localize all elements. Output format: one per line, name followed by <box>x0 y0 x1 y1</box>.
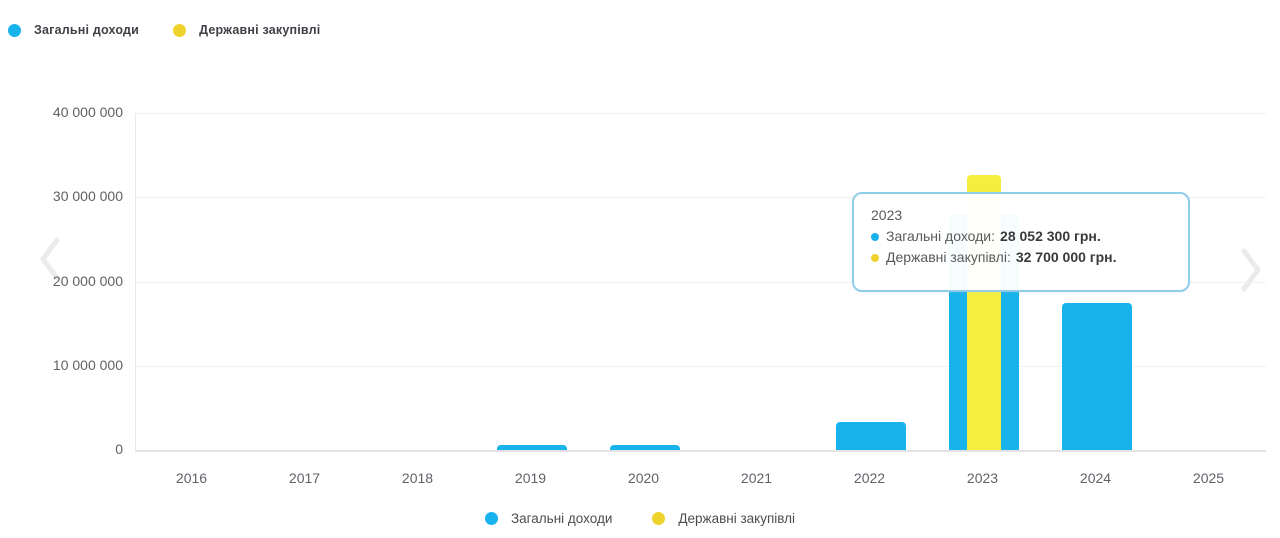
y-axis-label: 30 000 000 <box>52 188 123 205</box>
prev-arrow-icon[interactable] <box>36 235 64 283</box>
legend-top: Загальні доходи Державні закупівлі <box>8 23 320 37</box>
legend-item-total-income[interactable]: Загальні доходи <box>484 511 613 526</box>
y-axis-label: 0 <box>115 441 123 457</box>
x-axis-label-2023: 2023 <box>966 470 999 486</box>
bar-2024-income[interactable] <box>1061 303 1132 450</box>
gridline <box>136 197 1266 199</box>
x-axis-label-2021: 2021 <box>740 470 773 486</box>
tooltip-row-value: 28 052 300 грн. <box>1000 228 1101 244</box>
tooltip-row-label: Державні закупівлі: <box>886 249 1011 265</box>
legend-label: Загальні доходи <box>510 511 613 526</box>
x-axis-label-2017: 2017 <box>288 470 321 486</box>
bar-2022-income[interactable] <box>835 422 906 450</box>
tooltip-title: 2023 <box>871 207 903 223</box>
legend-item-total-income[interactable]: Загальні доходи <box>8 23 139 37</box>
income-series-dot-icon <box>871 232 879 241</box>
x-axis-label-2020: 2020 <box>627 470 660 486</box>
x-axis-label-2018: 2018 <box>401 470 434 486</box>
procurement-series-dot-icon <box>871 253 879 262</box>
legend-label: Загальні доходи <box>34 23 140 37</box>
legend-item-procurement[interactable]: Державні закупівлі <box>652 511 795 526</box>
bar-2020-income[interactable] <box>609 445 680 450</box>
legend-bottom: Загальні доходи Державні закупівлі <box>0 511 1280 526</box>
bar-2019-income[interactable] <box>496 445 567 450</box>
x-axis-label-2024: 2024 <box>1079 470 1112 486</box>
tooltip-row: Загальні доходи: 28 052 300 грн. <box>871 226 1172 247</box>
tooltip-row: Державні закупівлі: 32 700 000 грн. <box>871 247 1172 268</box>
legend-label: Державні закупівлі <box>678 511 796 526</box>
x-axis-label-2016: 2016 <box>175 470 208 486</box>
gridline <box>136 113 1266 114</box>
x-axis-label-2025: 2025 <box>1192 470 1225 486</box>
tooltip-row-label: Загальні доходи: <box>886 228 996 244</box>
gridline <box>136 365 1266 367</box>
income-series-dot-icon <box>484 512 498 525</box>
procurement-series-dot-icon <box>652 512 666 525</box>
legend-item-procurement[interactable]: Державні закупівлі <box>173 23 320 37</box>
procurement-series-dot-icon <box>173 23 187 37</box>
x-axis-label-2022: 2022 <box>853 470 886 486</box>
y-axis-label: 20 000 000 <box>52 272 123 289</box>
income-series-dot-icon <box>8 23 21 37</box>
x-axis-label-2019: 2019 <box>514 470 547 486</box>
gridline <box>136 281 1266 283</box>
legend-label: Державні закупівлі <box>199 23 321 37</box>
y-axis-label: 40 000 000 <box>52 104 123 120</box>
chart-tooltip: 2023 Загальні доходи: 28 052 300 грн. Де… <box>852 192 1190 292</box>
next-arrow-icon[interactable] <box>1237 246 1265 294</box>
y-axis-label: 10 000 000 <box>52 356 123 373</box>
tooltip-row-value: 32 700 000 грн. <box>1015 249 1117 265</box>
